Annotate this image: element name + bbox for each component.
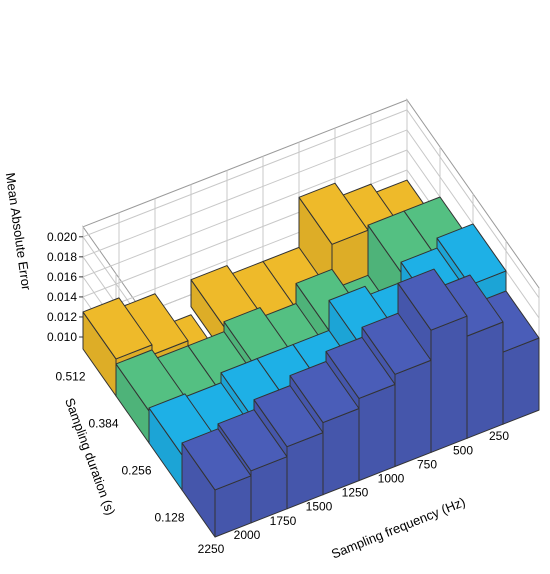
bar-front-face bbox=[322, 407, 360, 496]
x-tick-label: 1000 bbox=[378, 472, 405, 486]
bar-front-face bbox=[466, 321, 504, 439]
z-tick-label: 0.016 bbox=[47, 270, 77, 284]
z-tick-label: 0.018 bbox=[47, 250, 77, 264]
x-tick-label: 500 bbox=[453, 443, 473, 457]
z-tick-label: 0.012 bbox=[47, 310, 77, 324]
bar-top-face bbox=[181, 428, 252, 491]
tick-labels: 0.010 0.012 0.014 0.016 0.018 0.020 0.128 0.256… bbox=[47, 230, 509, 556]
x-tick-label: 750 bbox=[417, 457, 437, 471]
x-tick-label: 1750 bbox=[270, 514, 297, 528]
bar-top-face bbox=[253, 385, 324, 448]
z-tick-label: 0.010 bbox=[47, 330, 77, 344]
bar-front-face bbox=[430, 315, 468, 453]
x-tick-label: 1500 bbox=[306, 500, 333, 514]
y-tick-label: 0.512 bbox=[55, 370, 85, 384]
bar-front-face bbox=[502, 337, 540, 425]
x-axis-label: Sampling frequency (Hz) bbox=[329, 494, 467, 561]
bar-top-face bbox=[436, 223, 507, 286]
x-tick-label: 2250 bbox=[198, 542, 225, 556]
z-tick-label: 0.014 bbox=[47, 290, 77, 304]
bar-front-face bbox=[394, 359, 432, 468]
z-tick-label: 0.020 bbox=[47, 230, 77, 244]
bars-group bbox=[82, 179, 540, 538]
y-tick-label: 0.384 bbox=[88, 417, 118, 431]
y-tick-label: 0.256 bbox=[121, 464, 151, 478]
y-axis-label: Sampling duration (s) bbox=[62, 396, 118, 517]
bar-top-face bbox=[397, 268, 468, 331]
x-tick-label: 250 bbox=[489, 429, 509, 443]
bar-top-face bbox=[325, 336, 396, 399]
bar-front-face bbox=[358, 383, 396, 482]
y-tick-label: 0.128 bbox=[154, 511, 184, 525]
bar bbox=[181, 428, 252, 538]
x-tick-label: 2000 bbox=[234, 528, 261, 542]
x-tick-label: 1250 bbox=[342, 486, 369, 500]
z-axis-label: Mean Absolute Error bbox=[3, 172, 34, 292]
bar-top-face bbox=[289, 360, 360, 424]
bar-top-face bbox=[82, 297, 153, 360]
bar-top-face bbox=[298, 182, 369, 245]
bar-top-face bbox=[217, 409, 288, 472]
bar-top-face bbox=[361, 312, 432, 375]
